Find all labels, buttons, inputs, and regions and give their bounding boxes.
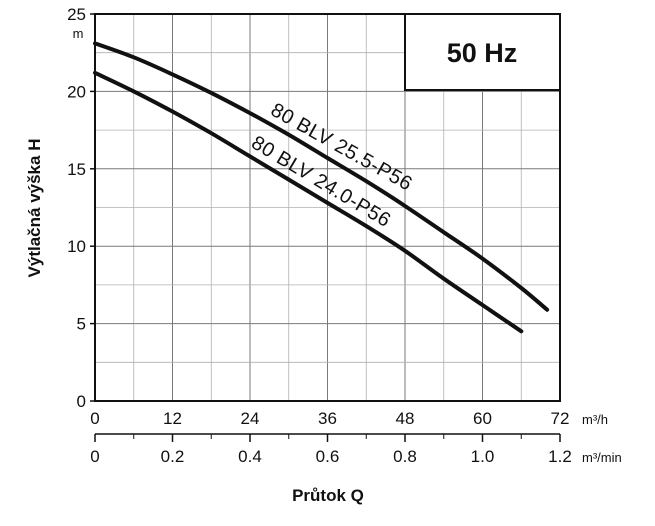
y-tick-label: 15 xyxy=(67,160,86,179)
x-unit-primary: m³/h xyxy=(582,412,608,427)
x-tick-label-primary: 60 xyxy=(473,409,492,428)
x-axis-title: Průtok Q xyxy=(292,486,364,505)
plot-frame xyxy=(94,13,561,402)
x-tick-label-primary: 0 xyxy=(90,409,99,428)
x-tick-label-primary: 36 xyxy=(318,409,337,428)
series-line xyxy=(93,41,550,312)
x-tick-label-secondary: 0.8 xyxy=(393,447,417,466)
y-tick-label: 10 xyxy=(67,237,86,256)
x-tick-label-secondary: 1.0 xyxy=(471,447,495,466)
curves xyxy=(93,41,550,334)
x-tick-label-primary: 12 xyxy=(163,409,182,428)
y-unit-label: m xyxy=(73,26,84,41)
x-tick-label-secondary: 1.2 xyxy=(548,447,572,466)
frequency-badge-box xyxy=(404,13,561,91)
plot-border xyxy=(94,13,561,402)
y-tick-label: 25 xyxy=(67,5,86,24)
frequency-badge-text: 50 Hz xyxy=(447,38,518,68)
x-tick-label-secondary: 0.4 xyxy=(238,447,262,466)
frequency-badge: 50 Hz xyxy=(404,13,561,91)
x-tick-label-primary: 48 xyxy=(396,409,415,428)
x-tick-label-secondary: 0.2 xyxy=(161,447,185,466)
x-tick-label-primary: 24 xyxy=(241,409,260,428)
x-tick-label-secondary: 0 xyxy=(90,447,99,466)
y-axis-title: Výtlačná výška H xyxy=(25,139,44,278)
x-tick-label-primary: 72 xyxy=(551,409,570,428)
tick-labels: 0 5 10 15 20 25 0 12 24 36 48 60 72 0 0.2 0.4 0.6 0.8 1.0 1… xyxy=(67,5,572,466)
series-line xyxy=(93,70,524,334)
y-tick-label: 0 xyxy=(77,392,86,411)
x-unit-secondary: m³/min xyxy=(582,450,622,465)
y-tick-label: 5 xyxy=(77,315,86,334)
x-tick-label-secondary: 0.6 xyxy=(316,447,340,466)
y-tick-label: 20 xyxy=(67,82,86,101)
